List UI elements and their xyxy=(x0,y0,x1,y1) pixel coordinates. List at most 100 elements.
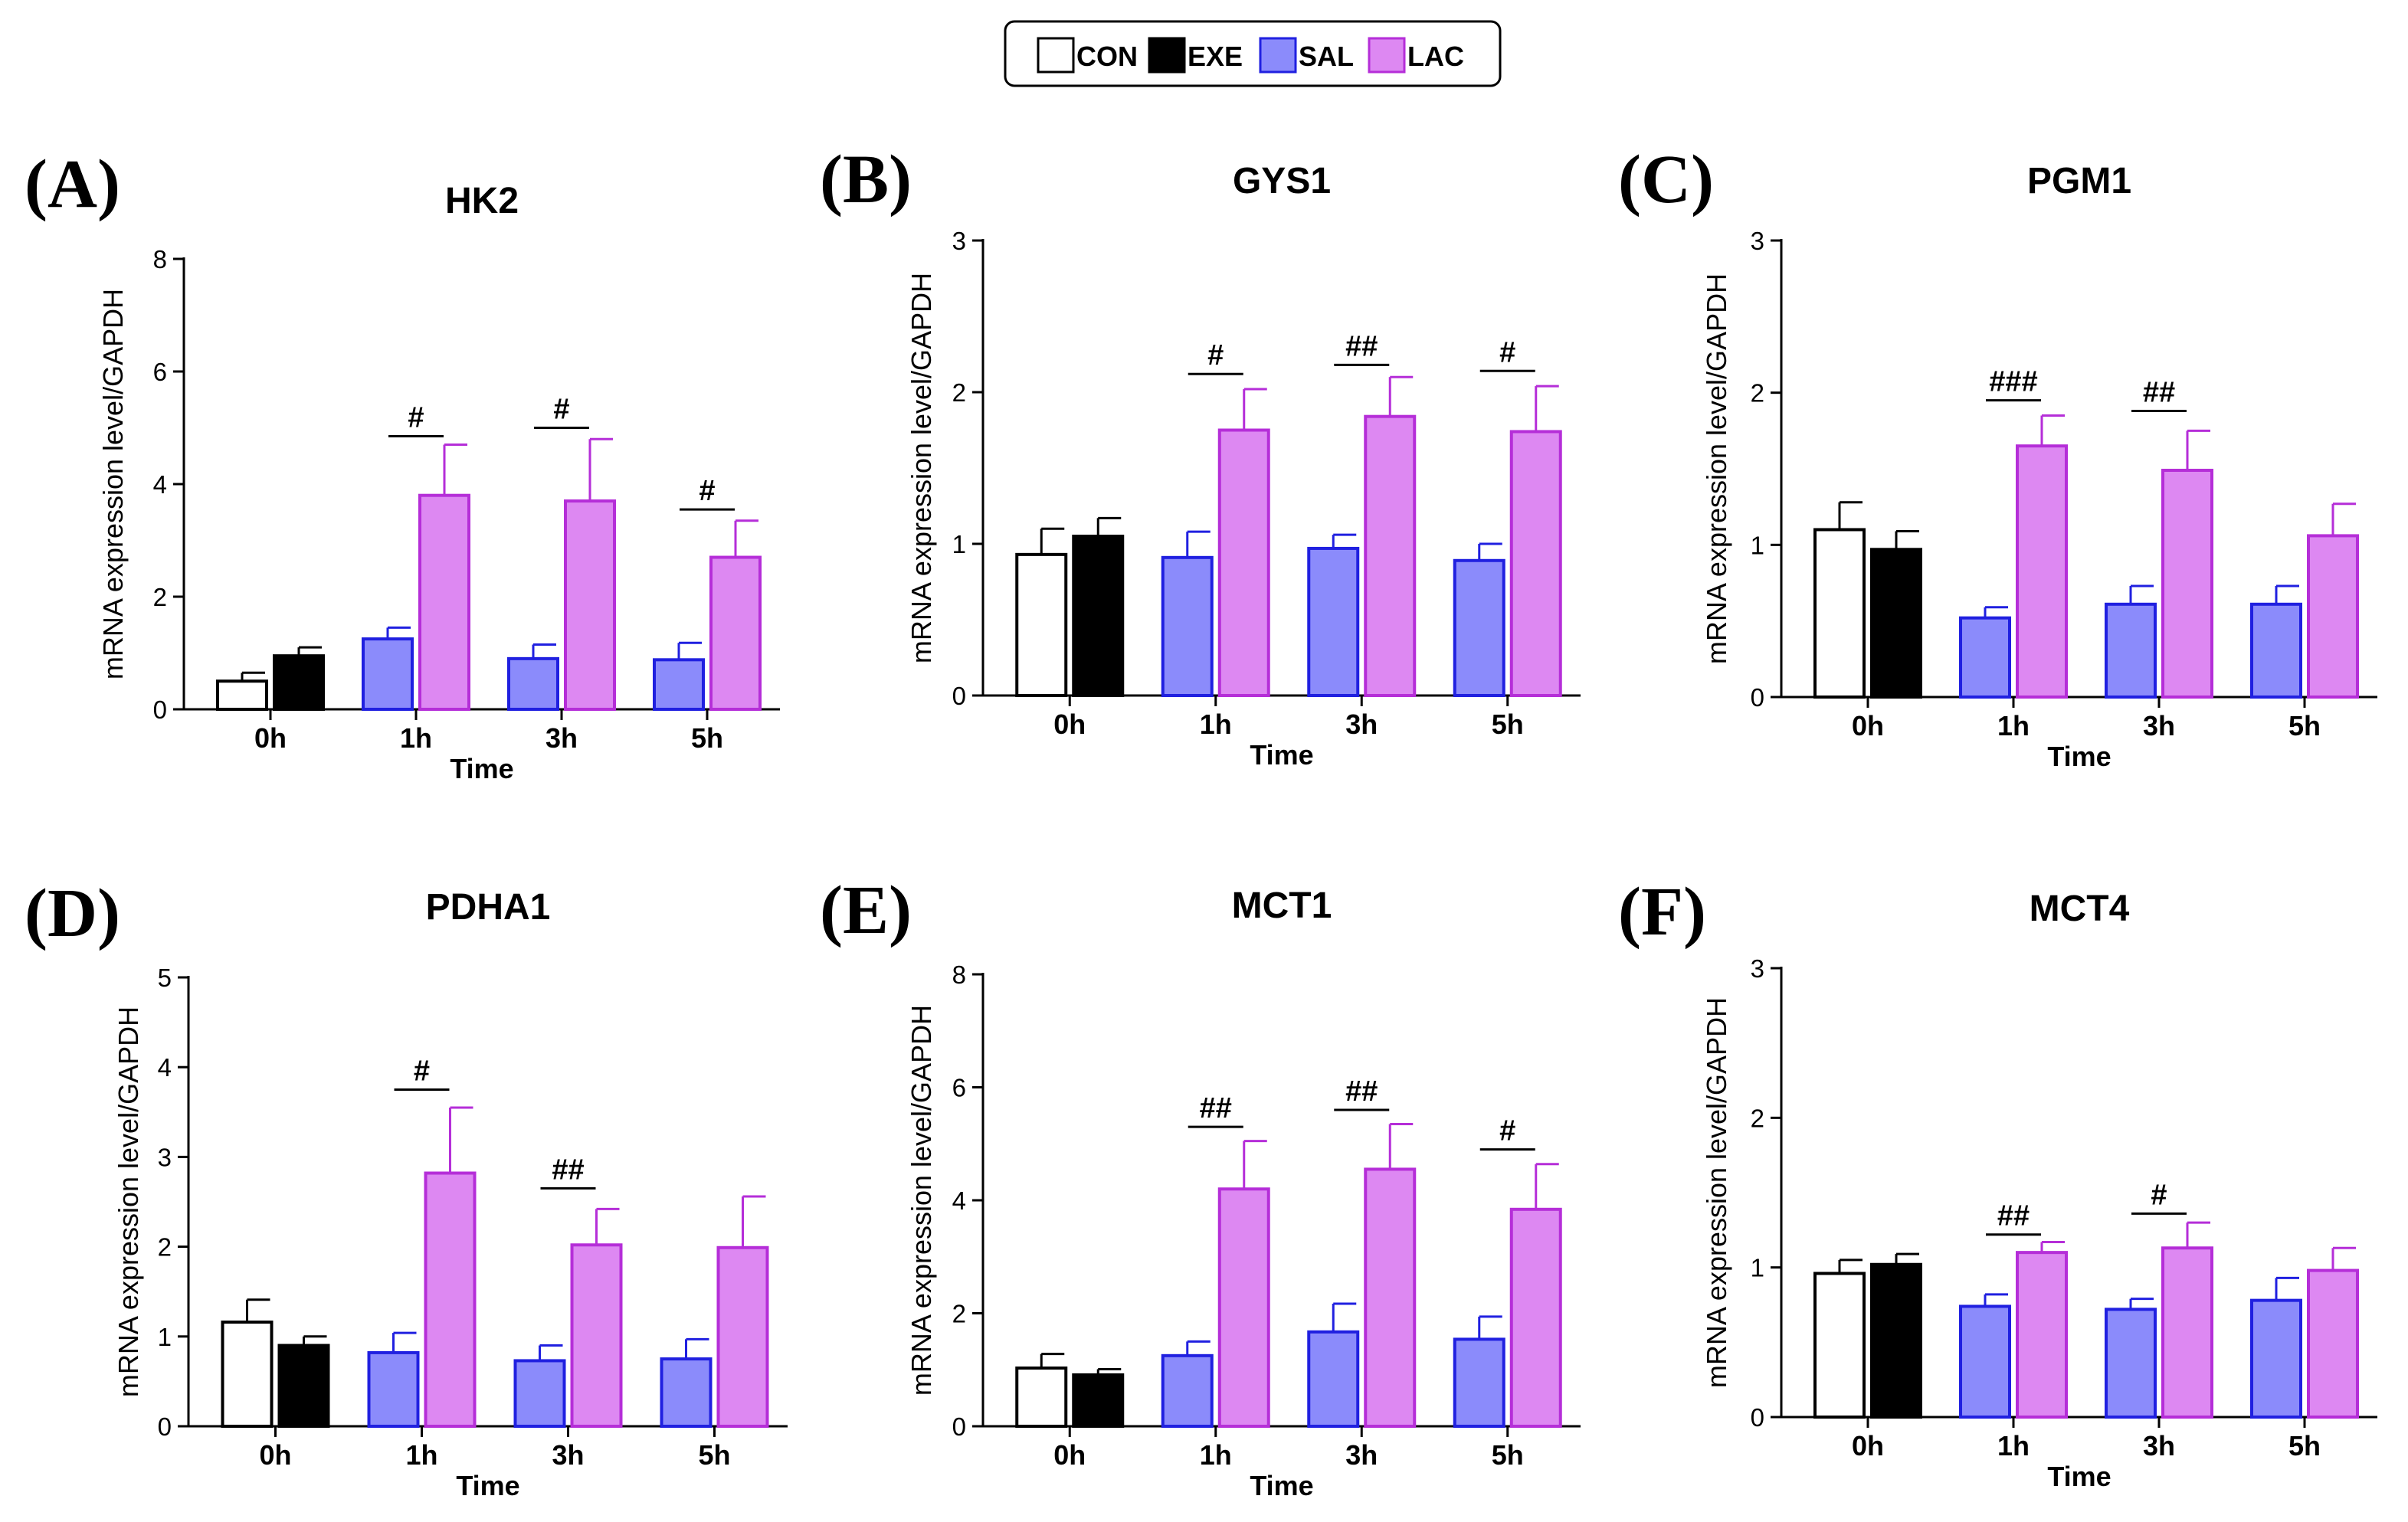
x-tick-label: 5h xyxy=(1492,709,1524,740)
x-tick-label: 5h xyxy=(698,1439,730,1471)
chart-title: PGM1 xyxy=(2027,161,2131,201)
x-tick-label: 1h xyxy=(400,722,432,754)
bar-con-0h xyxy=(221,1321,274,1428)
bar-sal-1h xyxy=(367,1350,420,1428)
x-axis-title: Time xyxy=(1250,1470,1313,1501)
bar-sal-1h xyxy=(1161,555,1214,697)
bar-exe-0h xyxy=(1072,1373,1125,1428)
legend-swatch-con xyxy=(1037,37,1075,74)
y-axis-title: mRNA expression level/GAPDH xyxy=(906,273,937,663)
x-axis-title: Time xyxy=(2047,741,2111,772)
significance-label: ## xyxy=(552,1154,584,1186)
significance-label: # xyxy=(408,402,424,434)
y-tick-label: 2 xyxy=(158,1233,172,1262)
bar-sal-3h xyxy=(2105,602,2157,699)
y-tick-label: 1 xyxy=(1751,1254,1764,1282)
bar-sal-5h xyxy=(660,1357,713,1428)
y-tick-label: 1 xyxy=(1751,531,1764,559)
x-axis-title: Time xyxy=(456,1470,519,1501)
bar-con-0h xyxy=(1813,1272,1866,1419)
x-axis-title: Time xyxy=(1250,739,1313,771)
chart-title: PDHA1 xyxy=(426,887,551,928)
x-tick-label: 0h xyxy=(1053,1439,1086,1471)
x-tick-label: 1h xyxy=(1997,710,2030,741)
significance-label: # xyxy=(1207,339,1224,371)
significance-label: # xyxy=(2151,1179,2167,1211)
significance-label: # xyxy=(699,475,715,507)
x-tick-label: 1h xyxy=(1200,1439,1232,1471)
bar-lac-3h xyxy=(570,1243,623,1428)
x-tick-label: 5h xyxy=(691,722,723,754)
significance-label: ## xyxy=(1345,1075,1378,1108)
bar-sal-5h xyxy=(2250,1298,2302,1419)
x-axis-title: Time xyxy=(2047,1461,2111,1492)
bar-exe-0h xyxy=(1870,548,1922,699)
y-tick-label: 4 xyxy=(952,1187,966,1215)
x-axis-title: Time xyxy=(450,753,513,784)
bar-lac-5h xyxy=(716,1245,769,1428)
x-tick-label: 0h xyxy=(1852,710,1884,741)
legend-label-con: CON xyxy=(1076,41,1138,72)
bar-lac-1h xyxy=(1217,1187,1270,1428)
y-tick-label: 6 xyxy=(153,358,167,386)
panels: (A) HK2 0 2 4 6 8 mRNA expression level/GAPDH 0h… xyxy=(25,142,2377,1501)
bar-con-0h xyxy=(1015,552,1068,697)
legend-swatch-exe xyxy=(1148,37,1186,74)
bar-lac-1h xyxy=(2016,444,2068,699)
x-tick-label: 0h xyxy=(1852,1430,1884,1461)
significance-label: ## xyxy=(1200,1092,1232,1124)
panel-hk2: (A) HK2 0 2 4 6 8 mRNA expression level/GAPDH 0h… xyxy=(25,146,780,784)
bar-sal-3h xyxy=(2105,1308,2157,1419)
legend-label-sal: SAL xyxy=(1299,41,1354,72)
x-tick-label: 3h xyxy=(552,1439,584,1471)
x-tick-label: 3h xyxy=(2143,1430,2175,1461)
bar-lac-5h xyxy=(1509,430,1562,697)
y-tick-label: 8 xyxy=(952,961,966,989)
panel-pdha1: (D) PDHA1 0 1 2 3 4 5 mRNA expression level/GAPD… xyxy=(25,876,788,1501)
x-tick-label: 3h xyxy=(2143,710,2175,741)
bar-lac-3h xyxy=(564,499,616,711)
bar-sal-5h xyxy=(653,658,705,712)
x-tick-label: 0h xyxy=(254,722,287,754)
panel-letter: (F) xyxy=(1618,874,1706,950)
significance-label: # xyxy=(1499,1115,1515,1147)
significance-label: ## xyxy=(1345,330,1378,362)
bar-sal-5h xyxy=(1453,1337,1505,1429)
significance-label: # xyxy=(1499,336,1515,368)
bar-sal-3h xyxy=(1307,1330,1360,1429)
x-tick-label: 3h xyxy=(1345,709,1378,740)
x-tick-label: 5h xyxy=(2288,710,2321,741)
panel-letter: (C) xyxy=(1618,142,1714,218)
bar-exe-0h xyxy=(1072,535,1125,697)
y-tick-label: 0 xyxy=(153,696,167,724)
x-tick-label: 1h xyxy=(1200,709,1232,740)
panel-letter: (B) xyxy=(820,142,912,218)
panel-gys1: (B) GYS1 0 1 2 3 mRNA expression level/GAPDH 0h… xyxy=(820,142,1581,771)
y-tick-label: 1 xyxy=(952,530,966,558)
y-tick-label: 2 xyxy=(1751,1104,1764,1132)
bar-sal-1h xyxy=(1959,1304,2011,1419)
y-tick-label: 0 xyxy=(1751,1403,1764,1432)
chart-title: MCT1 xyxy=(1232,885,1332,926)
y-tick-label: 0 xyxy=(952,682,966,710)
significance-label: # xyxy=(414,1056,430,1088)
bar-sal-1h xyxy=(1959,616,2011,699)
y-tick-label: 6 xyxy=(952,1074,966,1102)
y-tick-label: 3 xyxy=(952,227,966,255)
bar-con-0h xyxy=(216,679,268,711)
bar-lac-5h xyxy=(709,555,762,711)
bar-exe-0h xyxy=(1870,1262,1922,1419)
x-tick-label: 3h xyxy=(1345,1439,1378,1471)
x-tick-label: 1h xyxy=(405,1439,437,1471)
y-tick-label: 2 xyxy=(952,378,966,407)
x-tick-label: 5h xyxy=(2288,1430,2321,1461)
panel-letter: (E) xyxy=(820,872,912,948)
y-tick-label: 3 xyxy=(1751,227,1764,255)
x-tick-label: 3h xyxy=(545,722,578,754)
bar-lac-5h xyxy=(2307,534,2359,699)
y-tick-label: 2 xyxy=(153,583,167,611)
bar-lac-3h xyxy=(1364,1167,1417,1428)
significance-label: ### xyxy=(1989,366,2037,398)
bar-con-0h xyxy=(1015,1367,1068,1428)
y-tick-label: 4 xyxy=(158,1053,172,1082)
